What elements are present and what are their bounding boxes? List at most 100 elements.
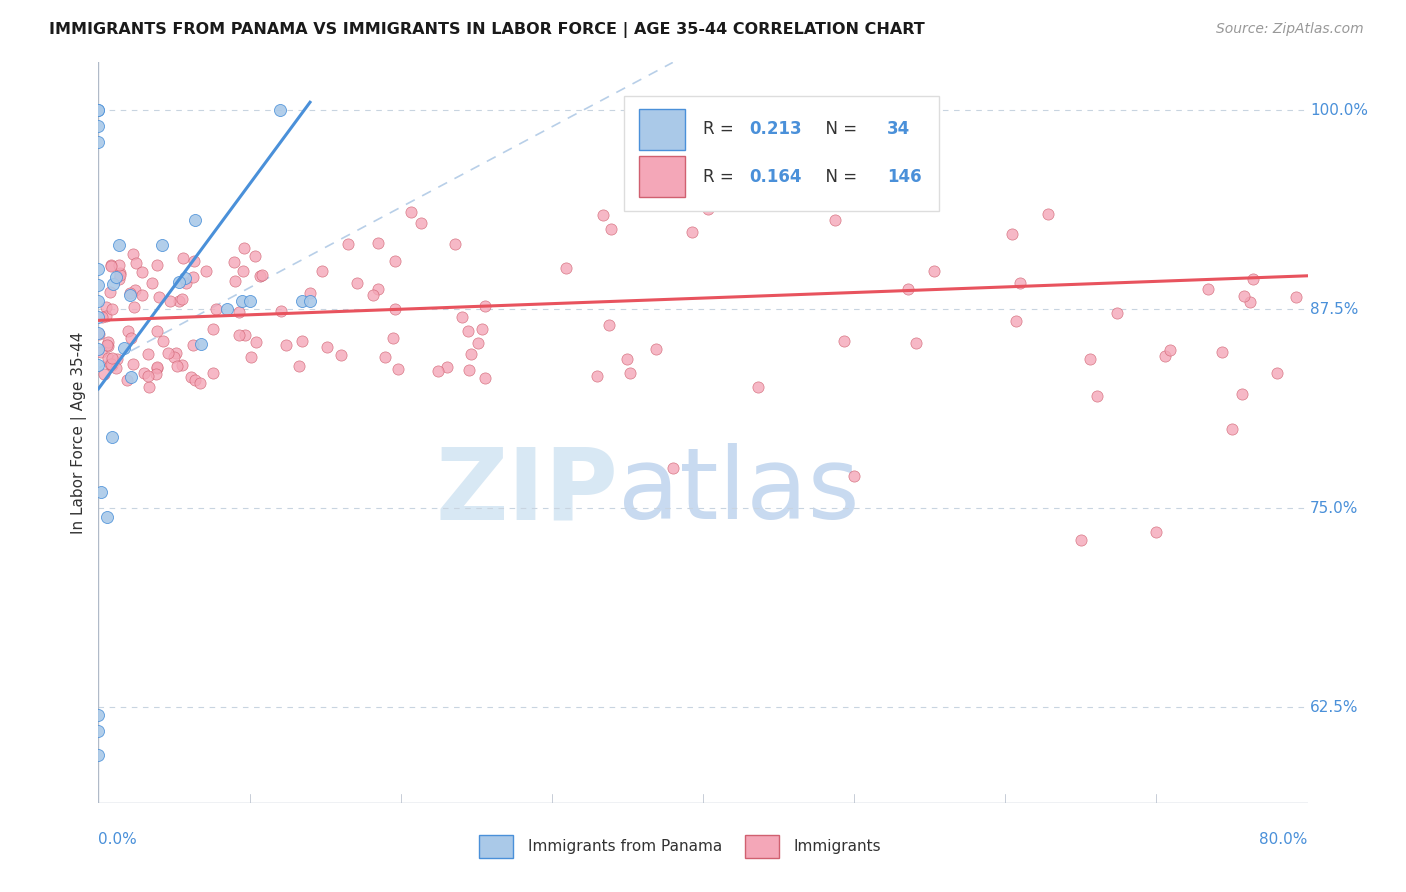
Point [474, 299, 496, 313]
Text: R =: R = [703, 120, 740, 138]
Y-axis label: In Labor Force | Age 35-44: In Labor Force | Age 35-44 [72, 332, 87, 533]
Point [384, 254, 406, 268]
Point [645, 342, 668, 356]
Point [1070, 533, 1092, 547]
Point [112, 341, 135, 355]
Point [224, 274, 246, 288]
Point [105, 361, 128, 376]
Point [166, 359, 188, 373]
Point [661, 461, 683, 475]
Point [167, 293, 190, 308]
Point [146, 360, 169, 375]
Point [232, 264, 254, 278]
Point [270, 303, 292, 318]
Point [598, 318, 620, 333]
Point [291, 294, 314, 309]
Point [96, 338, 118, 352]
Point [1220, 422, 1243, 436]
Point [107, 237, 129, 252]
Point [150, 238, 173, 252]
Point [243, 249, 266, 263]
Text: N =: N = [815, 168, 863, 186]
Point [93, 367, 115, 381]
Point [100, 357, 122, 371]
Point [778, 192, 800, 206]
Point [586, 368, 609, 383]
Point [87, 262, 110, 277]
Point [721, 177, 744, 191]
Point [181, 338, 204, 352]
Point [1230, 386, 1253, 401]
Point [136, 369, 159, 384]
Point [108, 268, 131, 283]
Point [118, 285, 141, 300]
Point [1154, 349, 1177, 363]
Point [1211, 345, 1233, 359]
Point [460, 347, 482, 361]
Point [131, 265, 153, 279]
Point [844, 469, 866, 483]
Point [387, 362, 409, 376]
Point [457, 325, 479, 339]
Text: 100.0%: 100.0% [1310, 103, 1368, 118]
Text: 34: 34 [887, 120, 910, 138]
Point [184, 373, 207, 387]
Point [224, 255, 246, 269]
Point [97, 339, 120, 353]
Point [204, 301, 226, 316]
Point [427, 364, 450, 378]
Point [190, 336, 212, 351]
Text: 146: 146 [887, 168, 921, 186]
Point [87, 724, 110, 739]
Point [163, 350, 186, 364]
Point [101, 302, 124, 317]
Text: IMMIGRANTS FROM PANAMA VS IMMIGRANTS IN LABOR FORCE | AGE 35-44 CORRELATION CHAR: IMMIGRANTS FROM PANAMA VS IMMIGRANTS IN … [49, 22, 925, 38]
Point [411, 215, 433, 229]
Point [90, 345, 112, 359]
Point [905, 336, 928, 351]
Point [131, 287, 153, 301]
Point [173, 251, 195, 265]
Point [592, 208, 614, 222]
Point [1267, 366, 1289, 380]
Point [1005, 314, 1028, 328]
Point [120, 370, 142, 384]
Point [87, 119, 110, 133]
Point [555, 261, 578, 276]
Point [697, 202, 720, 216]
Point [107, 258, 129, 272]
Point [122, 300, 145, 314]
Text: 62.5%: 62.5% [1310, 699, 1358, 714]
Point [183, 254, 205, 268]
Text: 75.0%: 75.0% [1310, 500, 1358, 516]
Point [190, 376, 212, 391]
Point [1285, 290, 1308, 304]
Point [145, 360, 167, 375]
Point [152, 334, 174, 348]
Point [122, 247, 145, 261]
Point [159, 293, 181, 308]
Point [1239, 295, 1261, 310]
Point [367, 282, 389, 296]
Point [101, 359, 124, 373]
Point [91, 310, 114, 324]
Point [457, 363, 479, 377]
Point [167, 275, 190, 289]
Text: ZIP: ZIP [436, 443, 619, 541]
Point [202, 322, 225, 336]
Point [201, 367, 224, 381]
Point [170, 292, 193, 306]
Text: 87.5%: 87.5% [1310, 301, 1358, 317]
Point [215, 302, 238, 317]
Point [120, 288, 142, 302]
Point [117, 324, 139, 338]
Point [101, 430, 124, 444]
Point [97, 334, 120, 349]
Point [87, 342, 110, 356]
Point [249, 269, 271, 284]
Text: Immigrants from Panama: Immigrants from Panama [527, 839, 721, 854]
Bar [479, 835, 513, 858]
Point [250, 268, 273, 283]
Point [145, 258, 167, 272]
Point [181, 270, 204, 285]
